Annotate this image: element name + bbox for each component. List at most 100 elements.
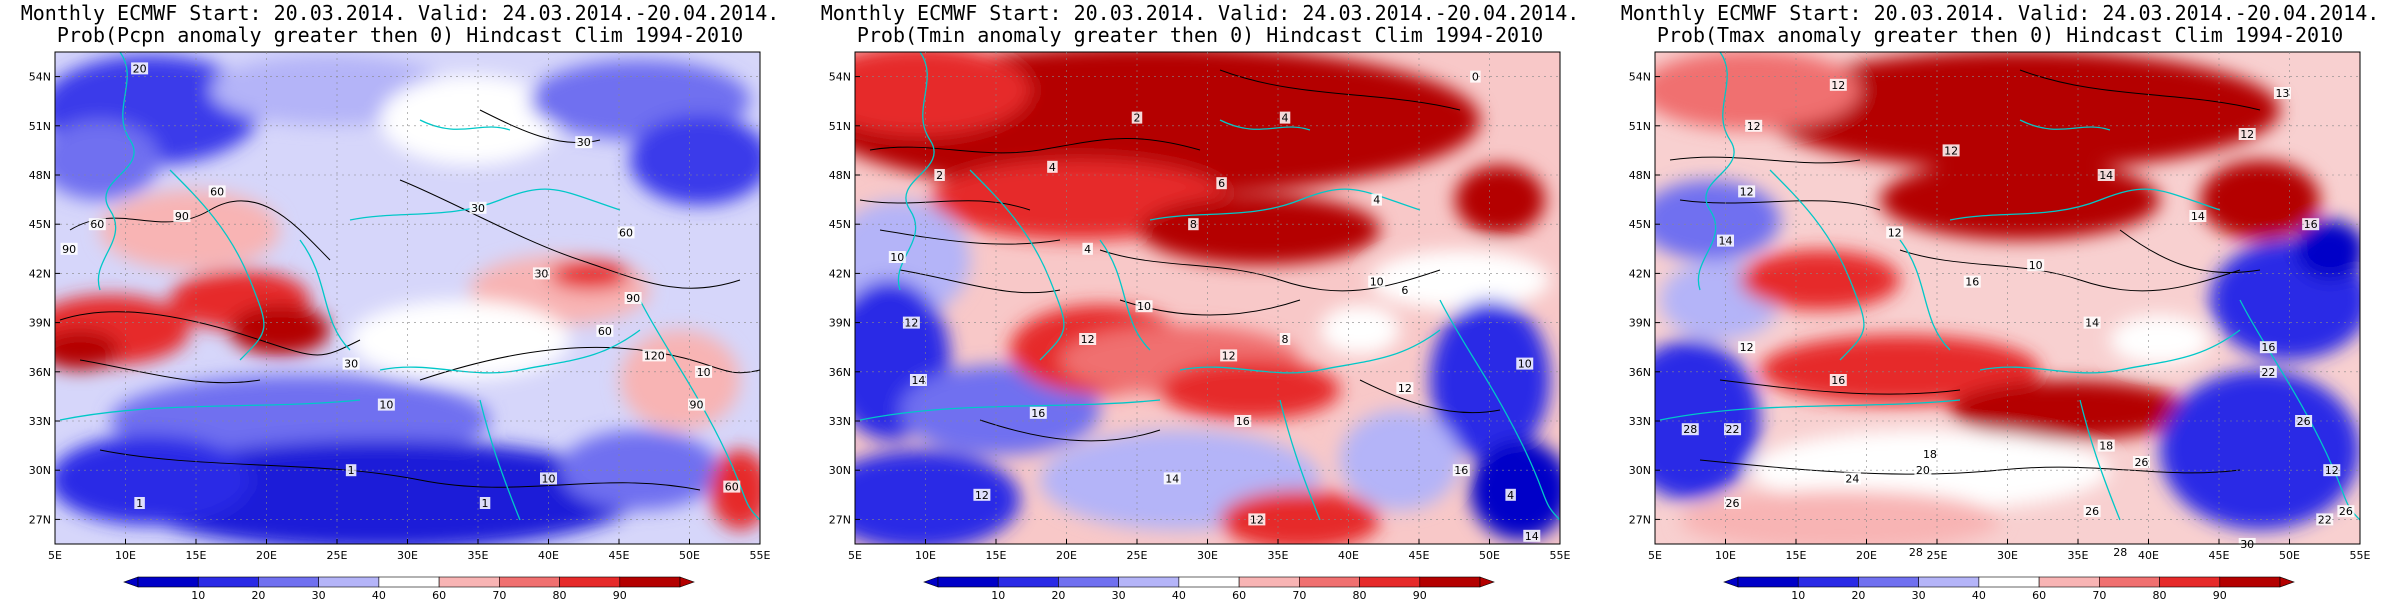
contour-label: 28 bbox=[2111, 546, 2129, 559]
colorbar-label: 60 bbox=[2032, 589, 2046, 600]
coastline-layer bbox=[1659, 52, 2360, 521]
svg-text:12: 12 bbox=[1740, 185, 1754, 198]
contour-label: 10 bbox=[1368, 275, 1386, 289]
contour-label: 22 bbox=[2259, 365, 2277, 379]
lon-tick-label: 10E bbox=[915, 549, 936, 562]
lon-tick-label: 15E bbox=[986, 549, 1007, 562]
lon-tick-label: 45E bbox=[1409, 549, 1430, 562]
colorbar-swatch bbox=[1178, 576, 1240, 588]
panel-title-line1: Monthly ECMWF Start: 20.03.2014. Valid: … bbox=[820, 1, 1580, 25]
svg-text:90: 90 bbox=[690, 399, 704, 412]
colorbar-swatch bbox=[2219, 576, 2281, 588]
contour-label: 12 bbox=[1738, 185, 1756, 198]
lon-tick-label: 20E bbox=[1056, 549, 1077, 562]
contour-label: 24 bbox=[1843, 472, 1861, 485]
colorbar-arrow-high bbox=[1479, 576, 1495, 588]
svg-text:14: 14 bbox=[2085, 317, 2099, 330]
contour-label: 12 bbox=[1248, 513, 1266, 526]
lat-tick-label: 36N bbox=[1629, 366, 1651, 379]
svg-text:24: 24 bbox=[1845, 472, 1859, 485]
colorbar-swatch bbox=[1858, 576, 1919, 588]
colorbar-label: 20 bbox=[1851, 589, 1865, 600]
lon-tick-label: 30E bbox=[397, 549, 418, 562]
contour-label: 12 bbox=[2323, 464, 2341, 477]
contour-label: 26 bbox=[2132, 456, 2150, 469]
svg-text:2: 2 bbox=[936, 169, 943, 182]
lat-tick-label: 51N bbox=[29, 120, 51, 133]
lon-tick-label: 30E bbox=[1197, 549, 1218, 562]
svg-text:4: 4 bbox=[1282, 112, 1289, 125]
colorbar-swatch bbox=[619, 576, 681, 588]
colorbar-label: 40 bbox=[1172, 589, 1186, 600]
lon-tick-label: 10E bbox=[115, 549, 136, 562]
contour-label: 22 bbox=[1724, 423, 1742, 436]
contour-label: 10 bbox=[695, 365, 713, 379]
contour-labels: 02 42464841012141612101214168106121016121… bbox=[888, 70, 1541, 543]
colorbar-swatch bbox=[997, 576, 1059, 588]
contour-label: 1 bbox=[479, 497, 491, 510]
colorbar-label: 30 bbox=[1112, 589, 1126, 600]
contour-label: 60 bbox=[208, 185, 226, 198]
lat-tick-label: 45N bbox=[29, 218, 51, 231]
svg-text:16: 16 bbox=[2261, 341, 2275, 354]
colorbar-swatch bbox=[1918, 576, 1980, 588]
svg-text:120: 120 bbox=[644, 349, 665, 362]
svg-text:26: 26 bbox=[2085, 505, 2099, 518]
colorbar-label: 70 bbox=[2092, 589, 2106, 600]
colorbar: 10 20 30 40 60 70 80 90 bbox=[923, 576, 1495, 600]
lon-tick-label: 5E bbox=[48, 549, 62, 562]
svg-text:10: 10 bbox=[890, 251, 904, 264]
contour-label: 14 bbox=[1717, 234, 1734, 248]
lon-tick-label: 50E bbox=[1479, 549, 1500, 562]
colorbar-swatch bbox=[1118, 576, 1180, 588]
lon-tick-label: 50E bbox=[2279, 549, 2300, 562]
svg-text:22: 22 bbox=[2318, 513, 2332, 526]
map-svg-tmin: 02 42464841012141612101214168106121016121… bbox=[829, 51, 1571, 600]
lon-tick-label: 35E bbox=[2068, 549, 2089, 562]
contour-layer bbox=[1669, 69, 2261, 475]
colorbar-label: 80 bbox=[2153, 589, 2167, 600]
svg-text:26: 26 bbox=[1726, 497, 1740, 510]
colorbar-arrow-low bbox=[923, 576, 939, 588]
contour-label: 12 bbox=[2238, 128, 2256, 141]
svg-text:26: 26 bbox=[2297, 415, 2311, 428]
contour-label: 10 bbox=[1135, 300, 1153, 313]
colorbar-label: 10 bbox=[991, 589, 1005, 600]
lon-tick-label: 5E bbox=[1648, 549, 1662, 562]
lon-tick-label: 55E bbox=[2350, 549, 2371, 562]
contour-label: 12 bbox=[1220, 349, 1238, 362]
contour-label: 12 bbox=[1829, 78, 1847, 92]
contour-label: 12 bbox=[1396, 382, 1414, 395]
lon-tick-label: 35E bbox=[468, 549, 489, 562]
svg-text:0: 0 bbox=[1472, 71, 1479, 84]
lon-tick-label: 25E bbox=[1927, 549, 1948, 562]
contour-label: 12 bbox=[1738, 341, 1756, 354]
colorbar-swatch bbox=[378, 576, 440, 588]
svg-text:1: 1 bbox=[348, 464, 355, 477]
lon-tick-label: 50E bbox=[679, 549, 700, 562]
svg-text:4: 4 bbox=[1049, 161, 1056, 174]
contour-label: 120 bbox=[642, 349, 666, 362]
svg-text:90: 90 bbox=[175, 210, 189, 223]
contour-label: 28 bbox=[1681, 423, 1699, 436]
contour-label: 4 bbox=[1047, 160, 1058, 174]
contour-layer bbox=[59, 109, 760, 491]
contour-label: 14 bbox=[1163, 472, 1181, 485]
contour-label: 26 bbox=[1724, 497, 1742, 510]
svg-text:12: 12 bbox=[1250, 513, 1264, 526]
contour-label: 4 bbox=[1082, 242, 1093, 256]
colorbar-arrow-high bbox=[2279, 576, 2295, 588]
lat-tick-label: 33N bbox=[829, 415, 851, 428]
contour-label: 4 bbox=[1371, 193, 1382, 207]
lon-tick-label: 55E bbox=[750, 549, 771, 562]
contour-label: 12 bbox=[1942, 144, 1960, 157]
contour-label: 14 bbox=[1523, 529, 1541, 543]
panel-title-line1: Monthly ECMWF Start: 20.03.2014. Valid: … bbox=[20, 1, 780, 25]
colorbar-swatch bbox=[1058, 576, 1119, 588]
svg-text:30: 30 bbox=[534, 267, 548, 280]
svg-text:12: 12 bbox=[1888, 226, 1902, 239]
svg-text:13: 13 bbox=[2275, 87, 2289, 100]
panel-title-line2: Prob(Tmax anomaly greater then 0) Hindca… bbox=[1656, 23, 2344, 47]
lon-tick-label: 40E bbox=[538, 549, 559, 562]
